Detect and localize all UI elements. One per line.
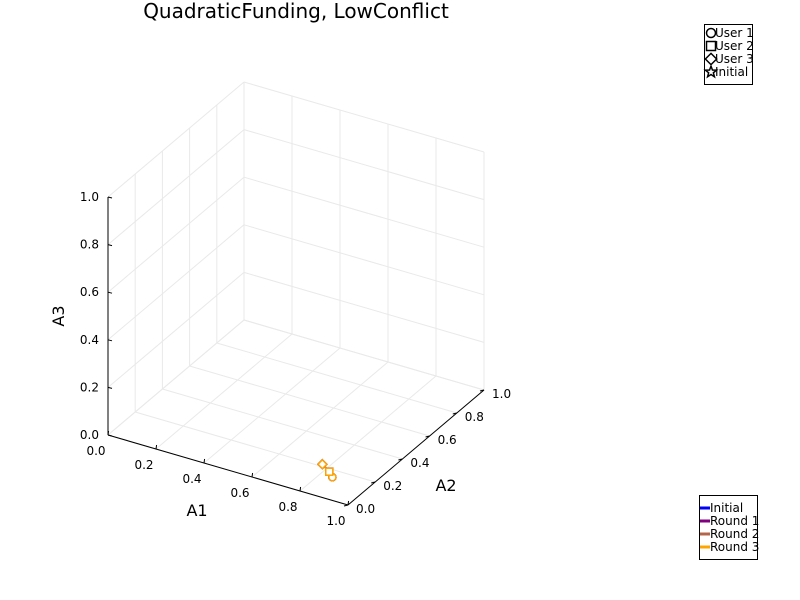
y-tick: [371, 481, 376, 484]
gridline: [107, 81, 245, 198]
y-tick-label: 0.6: [438, 433, 457, 447]
gridline: [243, 224, 485, 296]
legend-round-label: Round 2: [710, 527, 759, 541]
z-tick: [107, 386, 113, 389]
legend-round-label: Round 3: [710, 540, 759, 554]
gridline: [155, 333, 293, 450]
x-tick-label: 0.4: [182, 472, 201, 486]
legend-rounds-box: [699, 495, 758, 560]
x-tick-label: 1.0: [326, 514, 345, 528]
x-axis-label: A1: [186, 501, 207, 520]
y-axis-label: A2: [435, 476, 456, 495]
gridline: [107, 176, 245, 293]
x-tick-label: 0.6: [230, 486, 249, 500]
x-tick: [203, 458, 206, 464]
data-point-square-round-3: [325, 467, 334, 476]
y-tick: [343, 504, 349, 507]
x-tick-label: 0.0: [86, 444, 105, 458]
gridline: [107, 224, 245, 341]
gridline: [299, 375, 437, 492]
grid-layer: [107, 81, 485, 506]
legend-marker-label: User 3: [715, 52, 754, 66]
x-tick: [251, 472, 254, 478]
z-tick-label: 0.2: [80, 380, 99, 394]
gridline: [243, 271, 485, 343]
x-tick-label: 0.2: [134, 458, 153, 472]
z-tick-label: 1.0: [80, 190, 99, 204]
z-tick-label: 0.6: [80, 285, 99, 299]
chart-title: QuadraticFunding, LowConflict: [143, 0, 449, 23]
gridline: [107, 129, 245, 245]
y-tick-label: 0.4: [410, 456, 429, 470]
legend-marker-label: Initial: [715, 65, 748, 79]
legend-round-label: Round 1: [710, 514, 759, 528]
gridline: [243, 319, 485, 391]
legend-square-icon: [705, 40, 717, 52]
legend-star-icon: [703, 64, 719, 79]
gridline: [216, 342, 457, 414]
axes-layer: 0.0 0.0 0.0 0.2 0.2 0.2 0.4 0.4 0.4 0.6 0.6 0.6 0.8 0…: [80, 190, 511, 528]
y-tick-label: 0.8: [465, 410, 484, 424]
legend-circle-icon: [705, 27, 717, 39]
gridline: [107, 319, 245, 436]
gridline: [189, 365, 430, 437]
gridline: [251, 361, 389, 478]
z-tick: [107, 244, 113, 247]
gridline: [243, 176, 485, 248]
gridline: [203, 347, 341, 464]
gridline: [135, 411, 376, 483]
z-tick-label: 0.0: [80, 428, 99, 442]
data-point-diamond-round-3: [316, 458, 328, 470]
z-tick-label: 0.8: [80, 238, 99, 252]
gridline: [107, 272, 245, 388]
y-axis-line: [347, 389, 485, 506]
y-tick-label: 1.0: [492, 387, 511, 401]
z-tick: [107, 434, 113, 437]
legend-marker-label: User 1: [715, 26, 754, 40]
z-tick-label: 0.4: [80, 333, 99, 347]
z-tick: [107, 196, 113, 199]
x-tick: [299, 486, 302, 492]
y-tick-label: 0.0: [356, 502, 375, 516]
z-tick: [107, 339, 113, 342]
x-axis-line: [107, 434, 349, 506]
gridline: [243, 81, 485, 153]
y-tick: [479, 389, 485, 392]
x-tick: [155, 444, 158, 450]
y-tick: [398, 458, 403, 461]
y-tick: [452, 412, 457, 415]
x-tick-label: 0.8: [278, 500, 297, 514]
x-tick: [107, 430, 110, 436]
z-axis-label: A3: [49, 305, 68, 326]
data-layer: [316, 458, 337, 482]
legend-marker-label: User 2: [715, 39, 754, 53]
gridline: [162, 388, 403, 460]
z-tick: [107, 291, 113, 294]
x-tick: [347, 500, 350, 506]
y-tick-label: 0.2: [383, 479, 402, 493]
y-tick: [425, 435, 430, 438]
legend-round-label: Initial: [710, 501, 743, 515]
gridline: [243, 129, 485, 201]
